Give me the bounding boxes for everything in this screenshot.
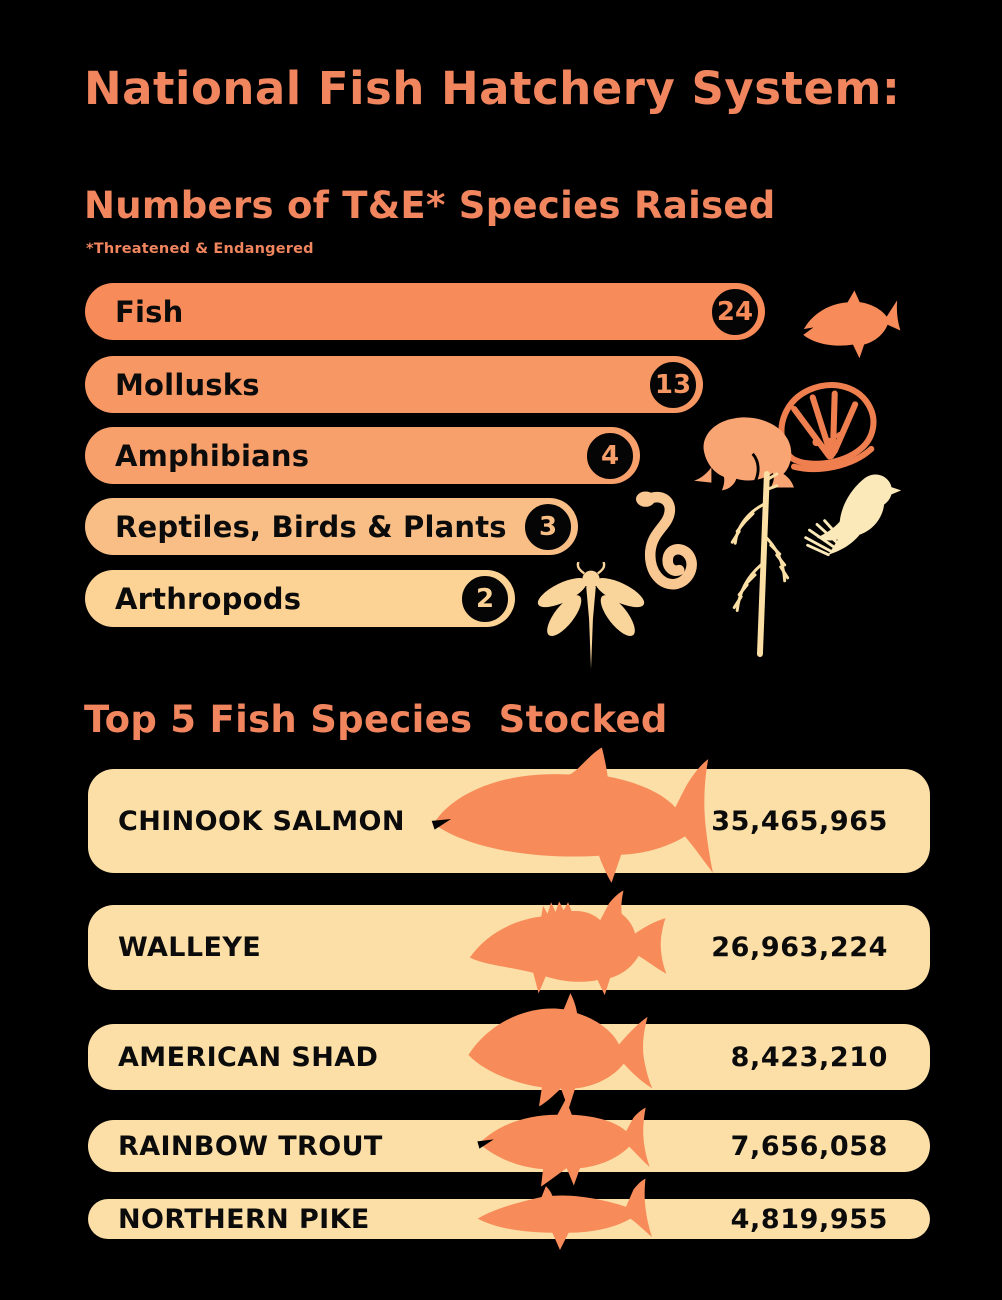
frog-icon: [692, 402, 798, 498]
te-bar-label: Arthropods: [115, 581, 302, 616]
species-label: RAINBOW TROUT: [118, 1130, 383, 1162]
te-section-title: Numbers of T&E* Species Raised: [84, 184, 776, 227]
species-value: 8,423,210: [730, 1041, 888, 1073]
species-value: 35,465,965: [711, 805, 888, 837]
stocked-section-title: Top 5 Fish Species Stocked: [84, 698, 668, 741]
stocked-bar-northern-pike: NORTHERN PIKE 4,819,955: [88, 1178, 930, 1251]
count-badge: 13: [647, 358, 699, 411]
count-badge: 4: [584, 429, 636, 482]
dragonfly-icon: [528, 562, 654, 672]
stocked-bar-american-shad: AMERICAN SHAD 8,423,210: [88, 993, 930, 1110]
walleye-icon: [457, 879, 672, 1017]
species-value: 4,819,955: [730, 1203, 888, 1235]
species-label: NORTHERN PIKE: [118, 1203, 370, 1235]
te-bar-mollusks: Mollusks 13: [85, 356, 703, 413]
bird-icon: [800, 462, 904, 566]
count-badge: 3: [522, 500, 574, 553]
count-badge: 2: [459, 572, 511, 625]
te-bar-reptiles-birds-plants: Reptiles, Birds & Plants 3: [85, 498, 578, 555]
te-bar-label: Mollusks: [115, 367, 260, 402]
species-value: 26,963,224: [711, 932, 888, 963]
species-label: AMERICAN SHAD: [118, 1041, 379, 1073]
species-label: WALLEYE: [118, 932, 262, 963]
te-bar-amphibians: Amphibians 4: [85, 427, 640, 484]
snake-icon: [612, 486, 708, 638]
te-bar-arthropods: Arthropods 2: [85, 570, 515, 627]
te-bar-label: Amphibians: [115, 438, 310, 473]
rainbow-trout-icon: [471, 1085, 651, 1207]
stocked-bar-rainbow-trout: RAINBOW TROUT 7,656,058: [88, 1099, 930, 1187]
chinook-salmon-icon: [424, 732, 714, 910]
te-bar-label: Reptiles, Birds & Plants: [115, 509, 507, 544]
te-section-footnote: *Threatened & Endangered: [86, 241, 314, 257]
species-value: 7,656,058: [730, 1130, 888, 1162]
page-title: National Fish Hatchery System:: [84, 62, 901, 115]
species-label: CHINOOK SALMON: [118, 805, 405, 837]
stocked-bar-walleye: WALLEYE 26,963,224: [88, 890, 930, 995]
stocked-bar-chinook-salmon: CHINOOK SALMON 35,465,965: [88, 747, 930, 883]
te-bar-label: Fish: [115, 294, 184, 329]
te-bar-fish: Fish 24: [85, 283, 765, 340]
fish-icon: [791, 282, 910, 369]
plant-stalk-icon: [705, 470, 805, 658]
american-shad-icon: [459, 984, 659, 1131]
count-badge: 24: [709, 285, 761, 338]
scallop-shell-icon: [757, 363, 901, 522]
northern-pike-icon: [472, 1171, 662, 1267]
